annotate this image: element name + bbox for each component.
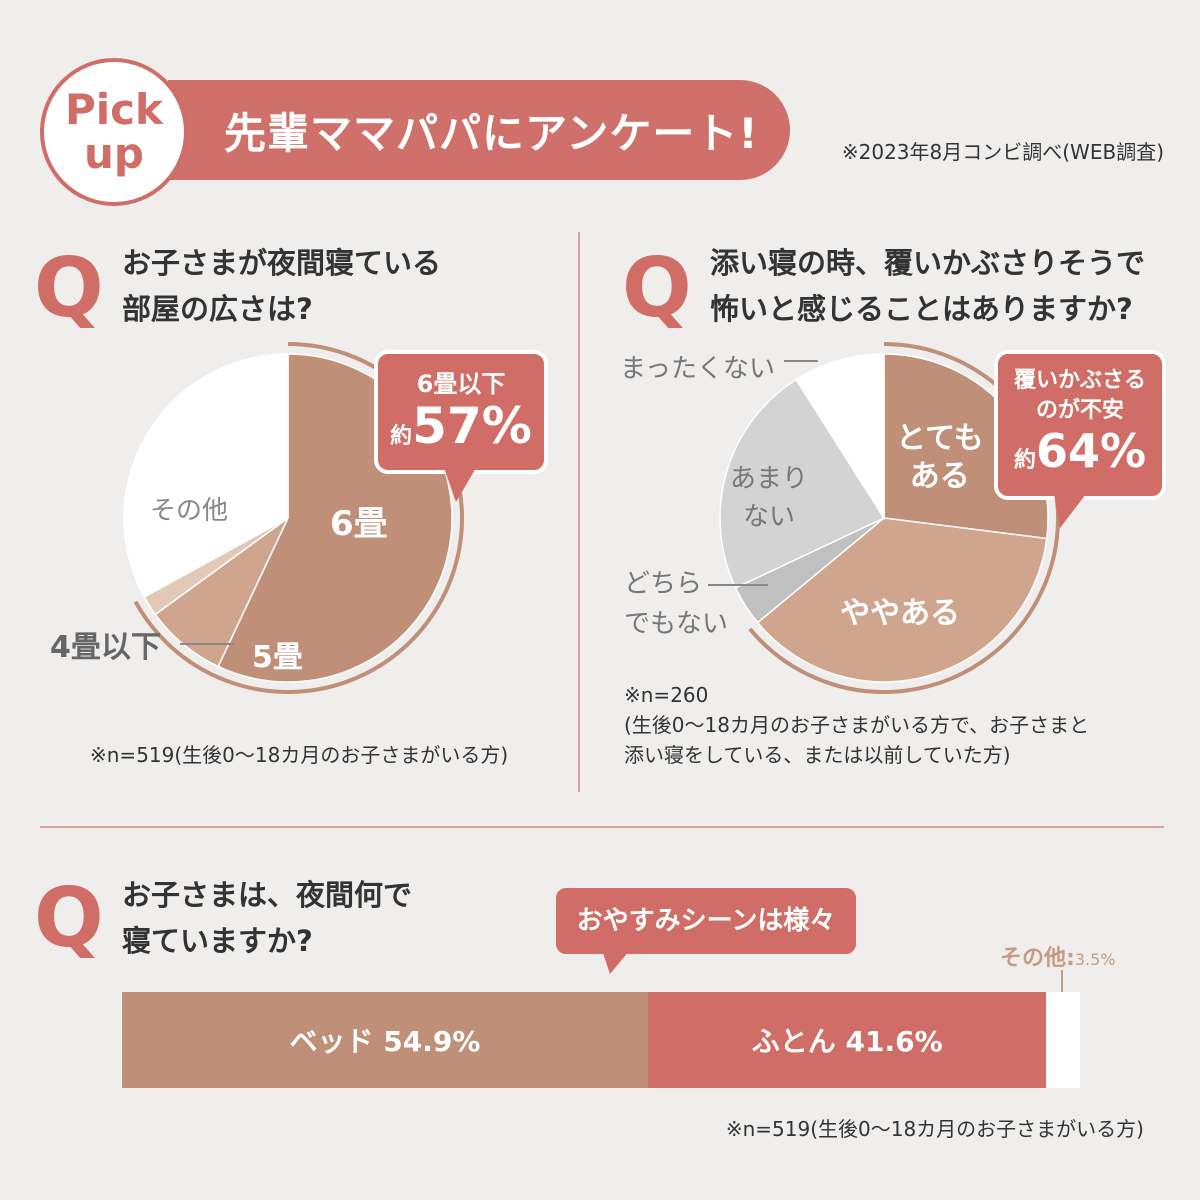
- bar-label-futon: ふとん 41.6%: [751, 1025, 943, 1058]
- q1-callout-tail: [444, 468, 476, 502]
- q1-note: ※n=519(生後0〜18カ月のお子さまがいる方): [90, 743, 509, 767]
- bar-segment-other: [1046, 992, 1080, 1088]
- q3-callout-tail: [602, 950, 630, 974]
- q3-callout: おやすみシーンは様々: [556, 888, 856, 954]
- q2-note: ※n=260 (生後0〜18カ月のお子さまがいる方で、お子さまと 添い寝をしてい…: [624, 683, 1090, 767]
- q2-label-not-at-all: まったくない: [620, 354, 775, 384]
- q2-callout-prefix: 約: [1013, 448, 1036, 473]
- q2-callout-value: 64%: [1035, 424, 1147, 478]
- q3-other-text: その他:: [1000, 946, 1075, 971]
- q1-callout-line1: 6畳以下: [416, 370, 506, 398]
- q2-letter: Q: [622, 241, 692, 336]
- q1-label-6jo: 6畳: [330, 504, 388, 544]
- q1-callout-value: 57%: [412, 397, 532, 455]
- q2-label-very: とても ある: [896, 421, 984, 494]
- horizontal-divider: [40, 826, 1164, 828]
- q3-other-label: その他:3.5%: [1000, 940, 1115, 972]
- bar-label-bed: ベッド 54.9%: [289, 1025, 481, 1058]
- badge-line1: Pick: [64, 85, 163, 134]
- q2-slice-3: [719, 378, 886, 589]
- q1-leader-line: [180, 643, 234, 645]
- q2-slice-1: [756, 517, 1048, 683]
- q2-leader-line-top: [784, 360, 818, 362]
- q3-note: ※n=519(生後0〜18カ月のお子さまがいる方): [725, 1117, 1144, 1141]
- bar-segment-bed: ベッド 54.9%: [122, 992, 648, 1088]
- survey-note: ※2023年8月コンビ調べ(WEB調査): [841, 140, 1164, 164]
- q3-other-value: 3.5%: [1074, 950, 1116, 969]
- q2-label-neither: どちら でもない: [624, 569, 729, 639]
- q2-leader-line-bottom: [708, 584, 768, 586]
- q2-highlight-ring: [748, 342, 1060, 694]
- q1-callout-prefix: 約: [390, 424, 413, 449]
- q1-slice-3: [123, 353, 289, 599]
- q1-letter: Q: [34, 241, 104, 336]
- page-title-bar: 先輩ママパパにアンケート!: [168, 80, 790, 180]
- q2-label-somewhat: ややある: [840, 596, 960, 631]
- q2-label-not-much: あまり ない: [730, 464, 809, 532]
- q1-label-4jo: 4畳以下: [50, 630, 161, 665]
- q1-label-other: その他: [150, 496, 229, 526]
- bar-segment-futon: ふとん 41.6%: [647, 992, 1047, 1088]
- q3-title: お子さまは、夜間何で 寝ていますか?: [122, 878, 413, 958]
- q2-callout-line2: のが不安: [1035, 398, 1124, 423]
- page-title: 先輩ママパパにアンケート!: [224, 108, 759, 158]
- q3-stacked-bar: ベッド 54.9% ふとん 41.6%: [122, 992, 1080, 1088]
- q1-callout: 6畳以下 約57%: [374, 350, 548, 474]
- badge-line2: up: [84, 129, 144, 178]
- q1-title: お子さまが夜間寝ている 部屋の広さは?: [122, 246, 442, 326]
- q1-label-5jo: 5畳: [252, 640, 303, 675]
- q2-callout-line1: 覆いかぶさる: [1013, 368, 1146, 393]
- vertical-divider: [578, 232, 580, 792]
- pick-up-badge: Pick up: [40, 58, 188, 206]
- q2-slice-4: [795, 353, 885, 521]
- q2-title: 添い寝の時、覆いかぶさりそうで 怖いと感じることはありますか?: [710, 246, 1146, 326]
- q3-other-leader: [1061, 970, 1063, 1000]
- q2-callout-tail: [1054, 494, 1086, 528]
- q2-callout: 覆いかぶさる のが不安 約64%: [994, 350, 1166, 500]
- q3-letter: Q: [34, 871, 104, 966]
